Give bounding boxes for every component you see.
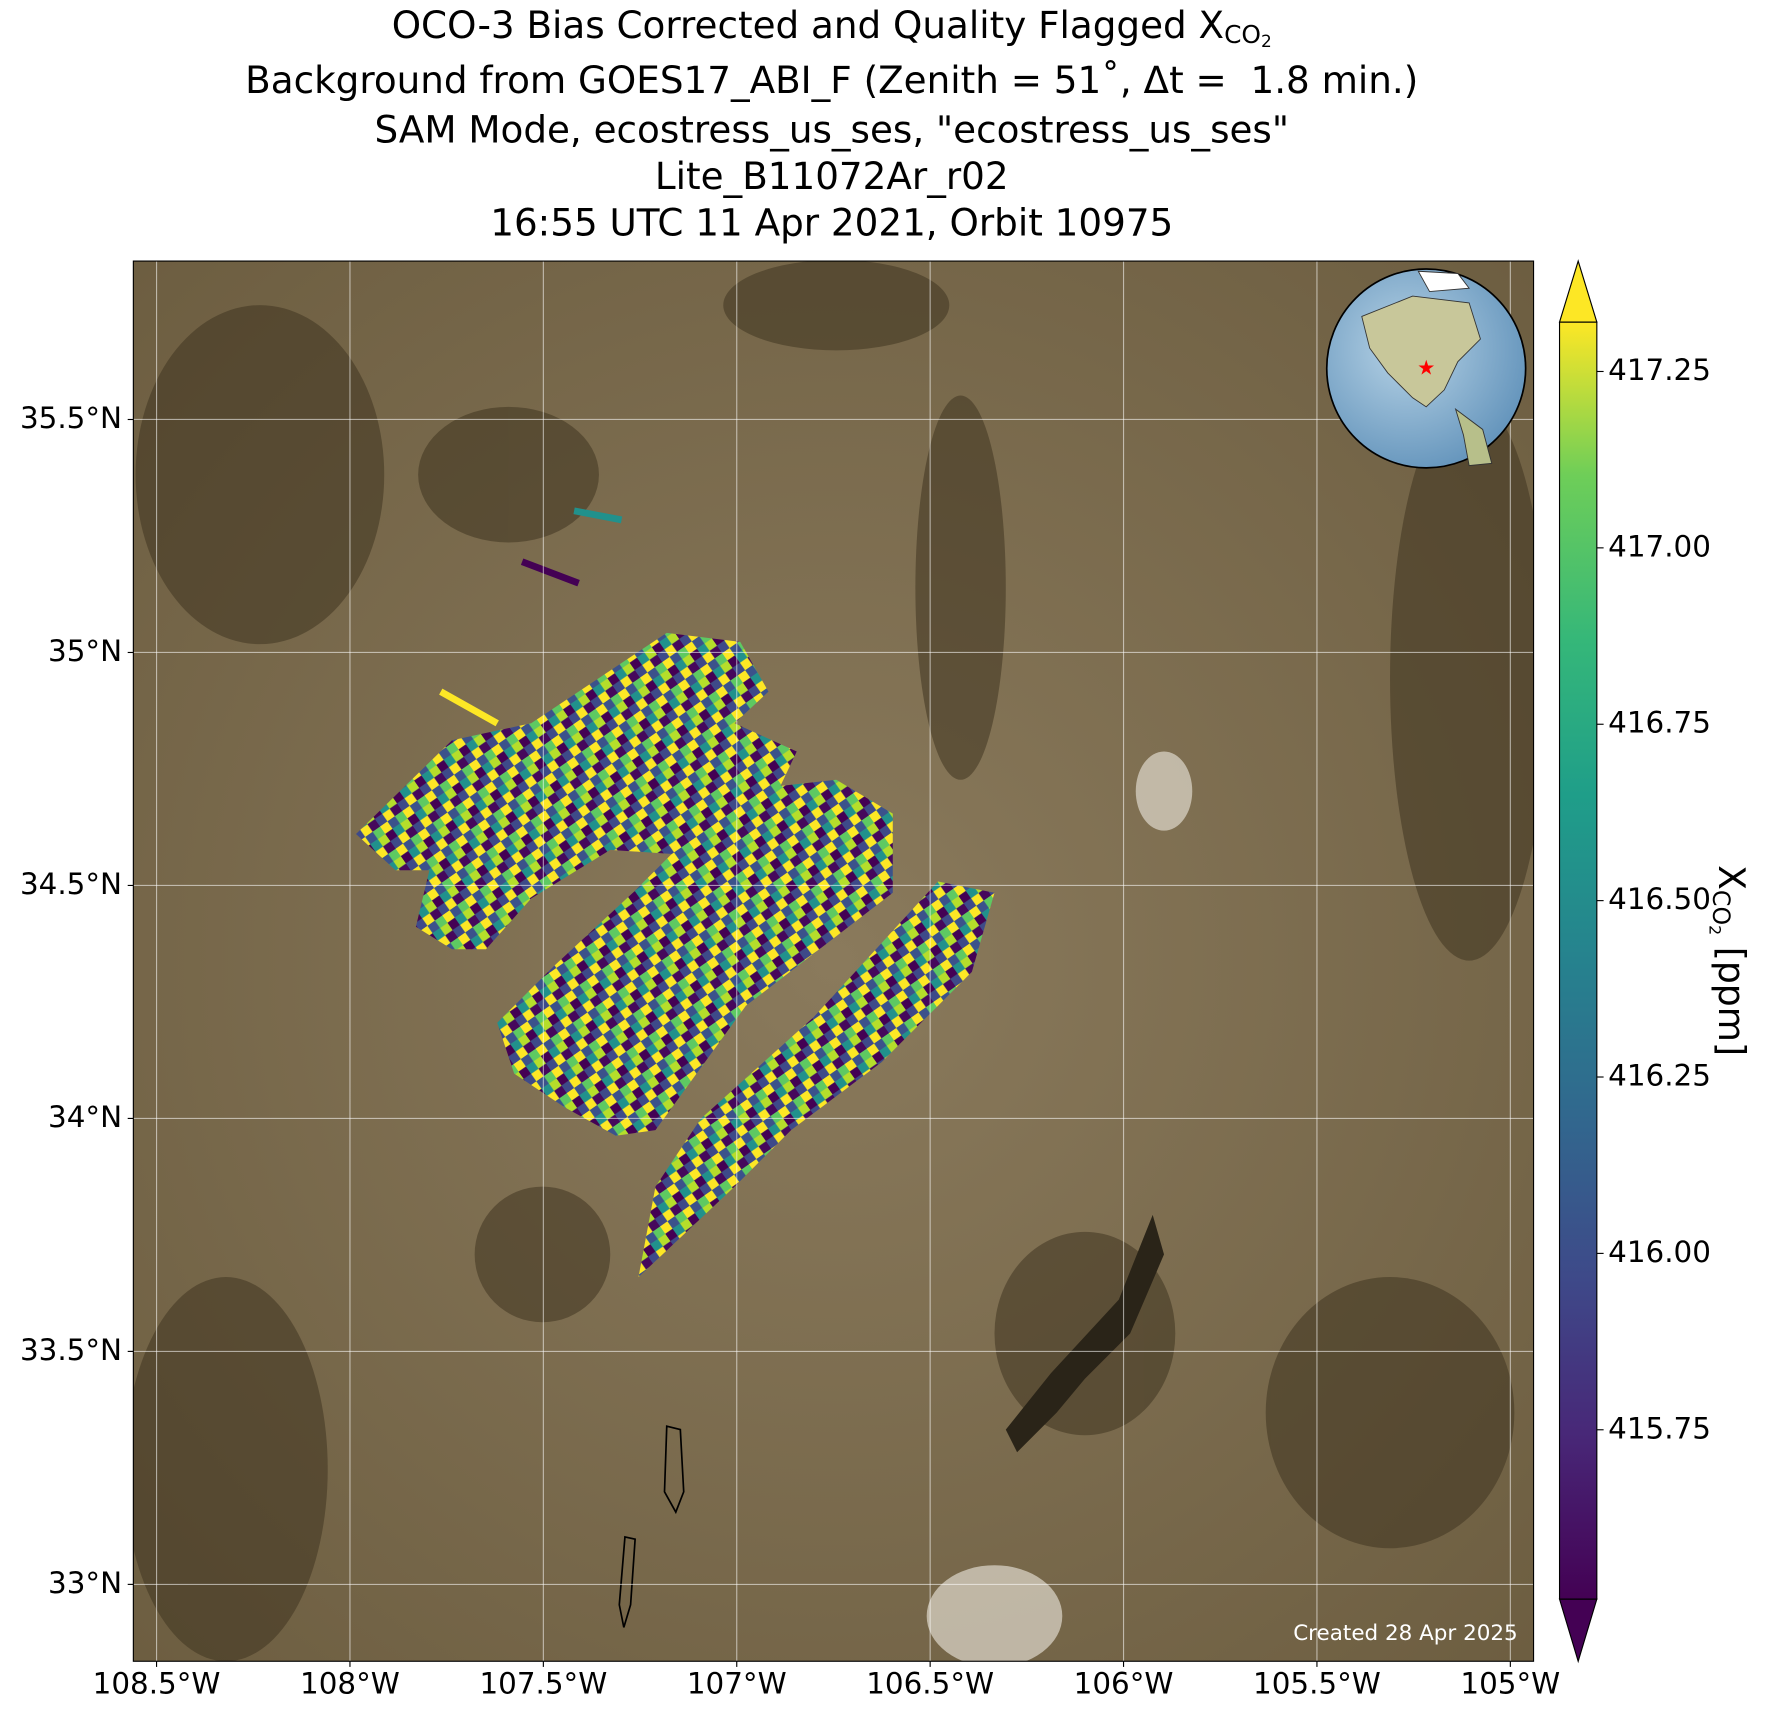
y-tick-label: 34.5°N bbox=[20, 867, 122, 901]
y-tick-label: 35.5°N bbox=[20, 401, 122, 435]
x-tick-label: 107°W bbox=[687, 1666, 787, 1700]
title-subscript: 2 bbox=[1261, 31, 1272, 51]
location-star: ★ bbox=[1417, 355, 1435, 379]
colorbar bbox=[1558, 259, 1598, 1664]
colorbar-extend-min bbox=[1558, 1598, 1598, 1664]
footnote: Created 28 Apr 2025 bbox=[1293, 1621, 1518, 1646]
title-line: 16:55 UTC 11 Apr 2021, Orbit 10975 bbox=[490, 200, 1173, 244]
y-tick-label: 33°N bbox=[48, 1566, 122, 1600]
colorbar-tick-label: 417.00 bbox=[1608, 529, 1711, 563]
y-tick-label: 33.5°N bbox=[20, 1333, 122, 1367]
map-frame bbox=[132, 260, 1535, 1662]
colorbar-tick-label: 416.50 bbox=[1608, 882, 1711, 916]
colorbar-label: XCO2 [ppm] bbox=[1706, 865, 1753, 1056]
colorbar-tick-label: 416.75 bbox=[1608, 706, 1711, 740]
colorbar-label-subscript: 2 bbox=[1706, 925, 1725, 935]
map-background bbox=[133, 261, 1534, 1662]
x-tick-label: 108°W bbox=[300, 1666, 400, 1700]
y-tick-label: 35°N bbox=[48, 634, 122, 668]
colorbar-label-text: X bbox=[1710, 865, 1753, 890]
title-line: Background from GOES17_ABI_F (Zenith = 5… bbox=[245, 58, 1418, 102]
y-tick-label: 34°N bbox=[48, 1100, 122, 1134]
title-line: Lite_B11072Ar_r02 bbox=[655, 154, 1009, 198]
colorbar-tick-label: 416.00 bbox=[1608, 1235, 1711, 1269]
x-tick-label: 105.5°W bbox=[1253, 1666, 1381, 1700]
colorbar-tick-label: 415.75 bbox=[1608, 1411, 1711, 1445]
colorbar-label-unit: [ppm] bbox=[1710, 935, 1753, 1056]
title-text: OCO-3 Bias Corrected and Quality Flagged… bbox=[392, 3, 1224, 47]
globe-inset: ★ bbox=[1325, 268, 1527, 469]
x-tick-label: 105°W bbox=[1460, 1666, 1560, 1700]
sounding-swaths bbox=[355, 507, 995, 1278]
x-tick-label: 108.5°W bbox=[93, 1666, 221, 1700]
colorbar-tick-label: 417.25 bbox=[1608, 353, 1711, 387]
x-tick-label: 107.5°W bbox=[479, 1666, 607, 1700]
title-line: OCO-3 Bias Corrected and Quality Flagged… bbox=[392, 3, 1272, 51]
title-subscript: CO bbox=[1224, 20, 1261, 49]
x-tick-label: 106.5°W bbox=[866, 1666, 994, 1700]
colorbar-tick-label: 416.25 bbox=[1608, 1059, 1711, 1093]
colorbar-extend-max bbox=[1558, 259, 1598, 323]
colorbar-gradient bbox=[1559, 322, 1597, 1600]
colorbar-label-subscript: CO bbox=[1708, 890, 1736, 925]
title-line: SAM Mode, ecostress_us_ses, "ecostress_u… bbox=[374, 108, 1289, 152]
x-tick-label: 106°W bbox=[1074, 1666, 1174, 1700]
